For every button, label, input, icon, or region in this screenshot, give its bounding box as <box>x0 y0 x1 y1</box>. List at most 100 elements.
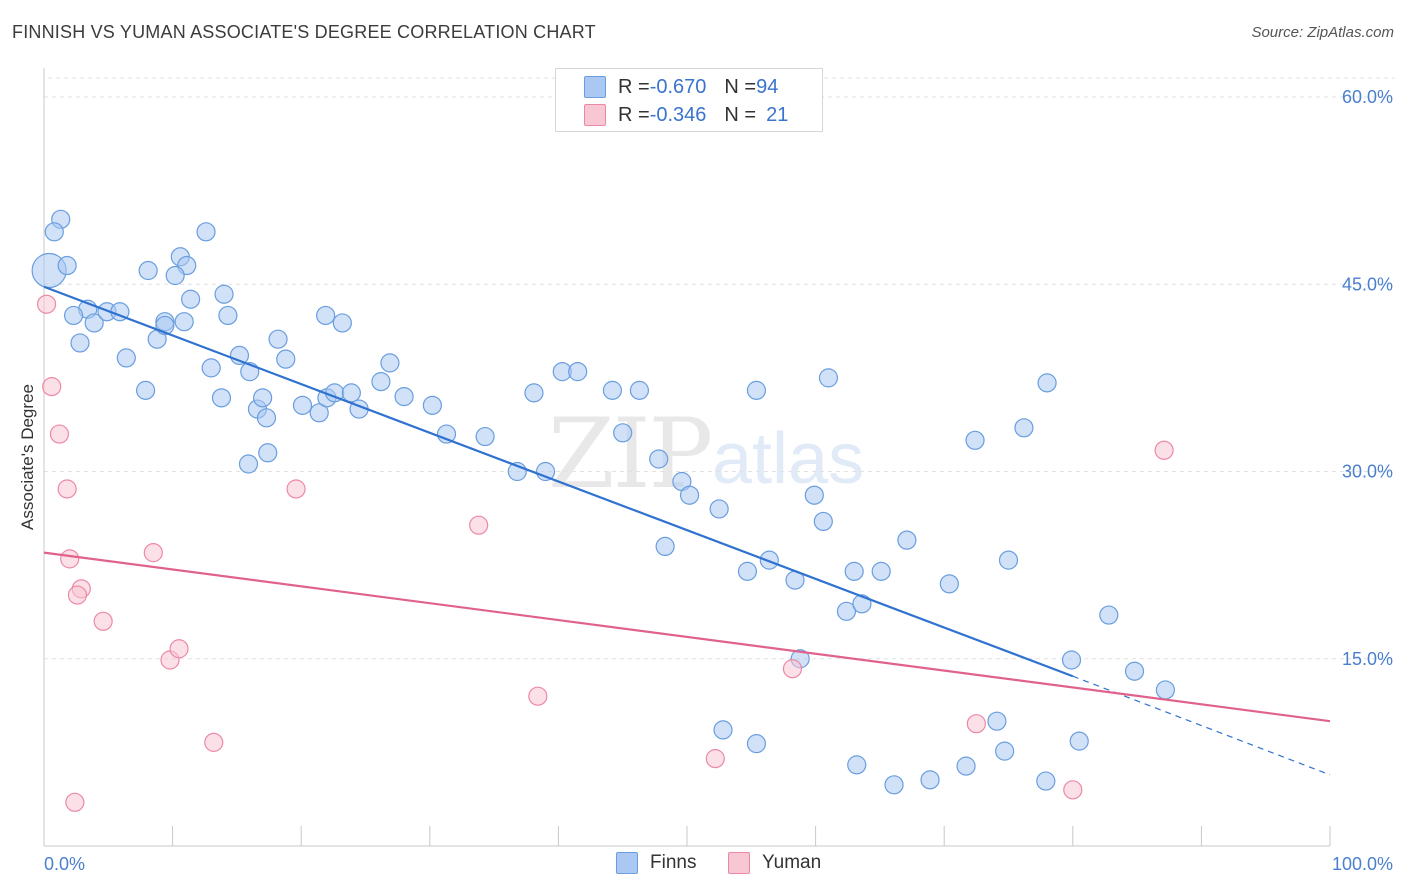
yuman-point <box>286 479 306 499</box>
legend-swatch-yuman <box>584 104 606 126</box>
yuman-point <box>57 479 77 499</box>
finns-point <box>214 284 234 304</box>
finns-point <box>836 601 857 621</box>
watermark-atlas: atlas <box>712 419 865 499</box>
yuman-point <box>1063 780 1083 800</box>
chart-title: FINNISH VS YUMAN ASSOCIATE'S DEGREE CORR… <box>12 22 596 42</box>
yuman-point <box>36 294 57 314</box>
finns-point <box>138 260 158 281</box>
finns-point <box>63 305 84 326</box>
yuman-point <box>705 749 725 769</box>
legend-r-value: -0.346 <box>649 103 707 126</box>
finns-point <box>196 222 216 242</box>
legend-r-label: R = <box>618 75 650 98</box>
finns-point <box>709 499 729 519</box>
finns-point <box>746 734 767 754</box>
finns-point <box>422 395 442 415</box>
yuman-point <box>49 424 70 444</box>
y-tick-label: 30.0% <box>1342 462 1393 482</box>
finns-point <box>987 711 1007 731</box>
finns-point <box>1036 771 1056 791</box>
finns-point <box>341 383 361 403</box>
yuman-point <box>204 732 224 752</box>
finns-point <box>1061 650 1082 670</box>
legend-row-yuman: R = -0.346 N = 21 <box>556 101 788 129</box>
legend-n-label: N = <box>724 75 757 98</box>
legend-r-label: R = <box>618 103 650 126</box>
finns-point <box>884 775 904 795</box>
finns-point <box>649 449 669 469</box>
x-tick-label: 0.0% <box>44 854 85 874</box>
finns-point <box>309 403 329 423</box>
finns-point <box>602 380 623 400</box>
finns-point <box>174 312 194 332</box>
yuman-point <box>169 639 189 659</box>
finns-point <box>679 485 700 505</box>
bottom-legend-swatch-yuman <box>728 852 750 874</box>
finns-point <box>1014 418 1034 438</box>
yuman-point <box>65 792 85 812</box>
finns-point <box>956 756 976 776</box>
finns-point <box>939 574 959 594</box>
finns-point <box>253 388 273 408</box>
finns-point <box>332 313 352 333</box>
finns-point <box>116 348 136 368</box>
yuman-point <box>966 714 986 734</box>
finns-point <box>995 741 1015 761</box>
legend-n-value: 94 <box>756 75 779 98</box>
finns-point <box>165 265 185 286</box>
finns-point <box>568 362 588 382</box>
bottom-legend-yuman: Yuman <box>728 852 821 874</box>
bottom-legend-label-finns: Finns <box>650 852 697 873</box>
legend-n-label: N = <box>724 103 757 126</box>
finns-point <box>292 395 313 415</box>
x-tick-label: 100.0% <box>1332 854 1393 874</box>
finns-point <box>746 380 767 400</box>
legend-n-value: 21 <box>766 103 789 126</box>
y-tick-label: 60.0% <box>1342 87 1393 107</box>
legend-row-finns: R = -0.670 N = 94 <box>556 73 778 101</box>
finns-point <box>201 358 221 378</box>
finns-point <box>813 511 833 532</box>
finns-point <box>629 380 650 400</box>
source-label: Source: ZipAtlas.com <box>1251 24 1394 41</box>
finns-point <box>135 380 156 400</box>
finns-point <box>737 561 758 581</box>
y-axis-label: Associate's Degree <box>18 384 37 530</box>
finns-point <box>394 387 414 407</box>
finns-point <box>1124 661 1145 681</box>
yuman-point <box>143 543 163 563</box>
bottom-legend-swatch-finns <box>616 852 638 874</box>
finns-point <box>852 594 872 614</box>
finns-point <box>84 313 104 333</box>
finns-point <box>713 720 733 740</box>
finns-point <box>475 426 495 447</box>
legend: R = -0.670 N = 94 R = -0.346 N = 21 <box>555 68 823 132</box>
yuman-point <box>60 549 80 569</box>
y-tick-label: 45.0% <box>1342 274 1393 294</box>
finns-point <box>897 530 917 550</box>
finns-point <box>655 536 675 557</box>
finns-point <box>524 383 544 403</box>
finns-point <box>759 550 779 570</box>
legend-r-value: -0.670 <box>649 75 707 98</box>
yuman-point <box>782 659 803 679</box>
finns-point <box>998 550 1019 570</box>
finns-point <box>70 333 90 353</box>
finns-point <box>316 305 336 326</box>
finns-point <box>818 368 839 388</box>
finns-point <box>276 349 296 369</box>
finns-point <box>211 388 232 408</box>
y-tick-label: 15.0% <box>1342 649 1393 669</box>
bottom-legend: Finns Yuman <box>0 852 1406 878</box>
finns-point <box>268 329 288 349</box>
finns-point <box>1155 680 1175 700</box>
finns-point <box>847 755 867 775</box>
finns-trendline-extension <box>1072 675 1331 776</box>
finns-point <box>44 222 64 242</box>
finns-point <box>965 430 985 450</box>
finns-point <box>1037 373 1057 393</box>
finns-point <box>256 408 277 428</box>
finns-point <box>1099 605 1119 625</box>
